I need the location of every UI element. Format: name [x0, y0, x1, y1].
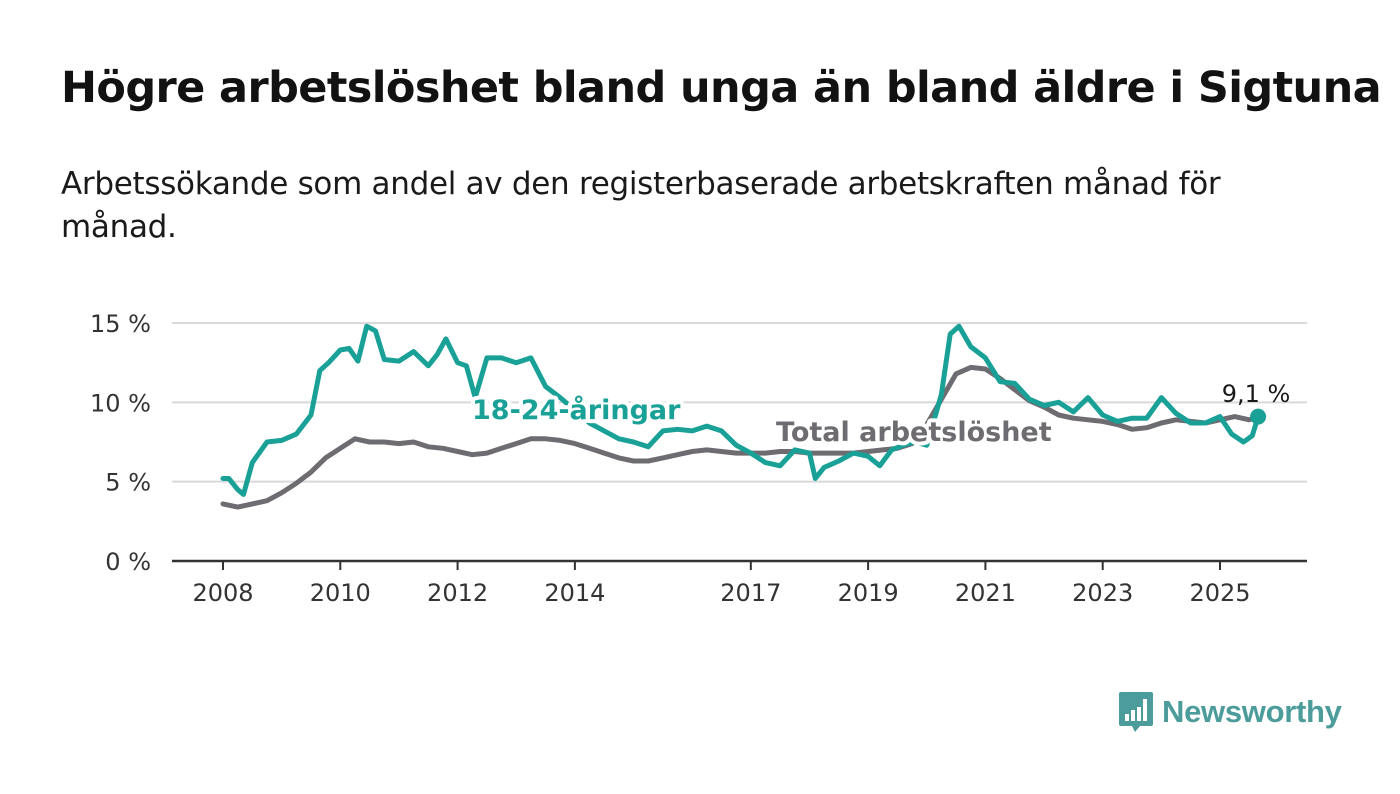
page-title: Högre arbetslöshet bland unga än bland ä…: [61, 63, 1382, 113]
chart-subtitle: Arbetssökande som andel av den registerb…: [61, 166, 1221, 245]
newsworthy-logo: Newsworthy: [1118, 690, 1342, 734]
x-tick-label: 2021: [955, 579, 1016, 607]
x-tick-label: 2019: [838, 579, 899, 607]
x-tick-label: 2025: [1189, 579, 1250, 607]
end-point-marker: [1250, 408, 1267, 425]
y-axis-ticks: 0 % 5 % 10 % 15 %: [90, 310, 151, 576]
x-tick-label: 2014: [544, 579, 605, 607]
newsworthy-logo-icon: [1119, 692, 1153, 732]
series-line-youth: [220, 323, 1261, 497]
brand-name: Newsworthy: [1162, 694, 1342, 729]
x-tick-label: 2017: [720, 579, 781, 607]
x-tick-label: 2023: [1072, 579, 1133, 607]
x-tick-label: 2010: [310, 579, 371, 607]
y-tick-label: 10 %: [90, 389, 151, 417]
x-axis-ticks: 2008 2010 2012 2014 2017 2019 2021 2023 2025: [192, 561, 1251, 607]
line-chart: 0 %5 %10 %15 % 2008 2010 2012 2014 2017 2019 2…: [90, 310, 1307, 607]
y-tick-label: 5 %: [105, 469, 151, 497]
series-label-total: Total arbetslöshet: [776, 417, 1052, 448]
series-labels: 18-24-åringar Total arbetslöshet 9,1 %: [468, 380, 1291, 452]
gridlines: [172, 322, 1307, 483]
x-tick-label: 2008: [192, 579, 253, 607]
x-tick-label: 2012: [427, 579, 488, 607]
series-label-youth: 18-24-åringar: [472, 394, 681, 426]
y-tick-label: 0 %: [105, 548, 151, 576]
series-line-total: [220, 364, 1261, 510]
y-tick-label: 15 %: [90, 310, 151, 338]
end-value-label: 9,1 %: [1222, 380, 1291, 408]
